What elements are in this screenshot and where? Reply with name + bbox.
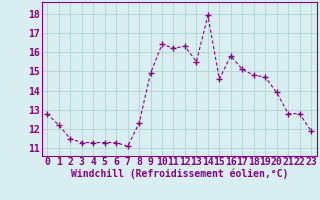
X-axis label: Windchill (Refroidissement éolien,°C): Windchill (Refroidissement éolien,°C) [70, 169, 288, 179]
